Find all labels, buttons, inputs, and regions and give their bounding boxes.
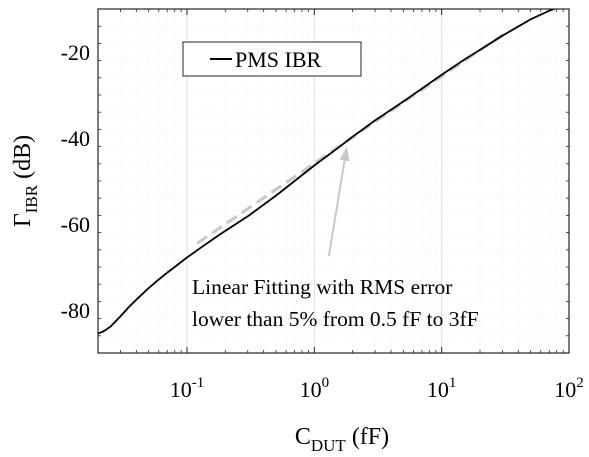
x-tick-label: 100 bbox=[300, 375, 330, 402]
annotation-line-2: lower than 5% from 0.5 fF to 3fF bbox=[192, 307, 479, 331]
y-tick-label: -60 bbox=[61, 212, 90, 237]
x-tick-label: 102 bbox=[554, 375, 584, 402]
annotation-arrow bbox=[327, 160, 346, 257]
legend-label-pms-ibr: PMS IBR bbox=[235, 47, 322, 72]
annotation-line-1: Linear Fitting with RMS error bbox=[192, 275, 452, 299]
legend: PMS IBR bbox=[182, 41, 362, 77]
annotation-text: Linear Fitting with RMS error lower than… bbox=[192, 275, 479, 331]
y-axis-label: ΓIBR (dB) bbox=[10, 135, 41, 227]
legend-box bbox=[182, 41, 362, 77]
x-tick-label: 10-1 bbox=[170, 375, 205, 402]
tick-marks bbox=[97, 8, 570, 354]
x-tick-labels: 10-1 100 101 102 bbox=[170, 375, 584, 402]
y-tick-label: -80 bbox=[61, 298, 90, 323]
y-tick-labels: -20 -40 -60 -80 bbox=[61, 40, 90, 323]
y-tick-label: -40 bbox=[61, 126, 90, 151]
series-line-pms-ibr bbox=[98, 9, 557, 335]
x-axis-label: CDUT (fF) bbox=[295, 424, 389, 455]
annotation-arrowhead bbox=[339, 146, 350, 162]
x-tick-label: 101 bbox=[427, 375, 457, 402]
y-tick-label: -20 bbox=[61, 40, 90, 65]
